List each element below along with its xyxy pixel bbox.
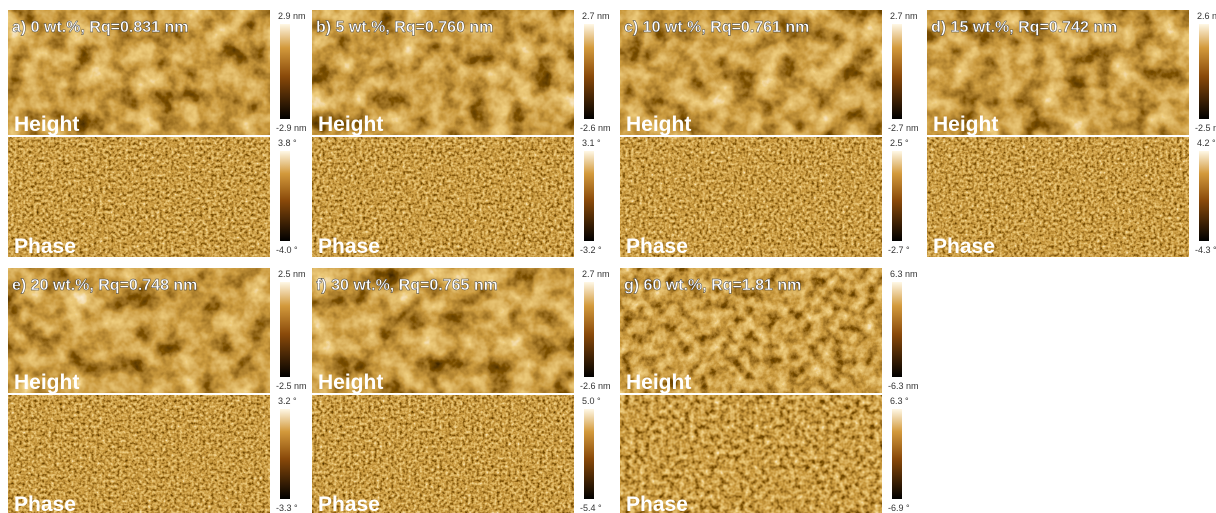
colorbar-max: 2.5 nm (278, 269, 306, 279)
panel-title: e) 20 wt.%, Rq=0.748 nm (12, 277, 197, 294)
colorbar-min: -3.2 ° (580, 245, 602, 255)
colorbar (584, 24, 594, 119)
colorbar-max: 2.9 nm (278, 11, 306, 21)
colorbar-max: 3.1 ° (582, 138, 601, 148)
colorbar-max: 2.7 nm (582, 269, 610, 279)
colorbar-max: 2.6 nm (1197, 11, 1216, 21)
colorbar-min: -2.6 nm (580, 123, 611, 133)
colorbar (280, 24, 290, 119)
panel-title: g) 60 wt.%, Rq=1.81 nm (624, 277, 801, 294)
height-label: Height (318, 371, 383, 394)
colorbar-min: -6.3 nm (888, 381, 919, 391)
colorbar (892, 24, 902, 119)
colorbar-min: -4.0 ° (276, 245, 298, 255)
colorbar-min: -2.5 nm (276, 381, 307, 391)
phase-label: Phase (14, 493, 76, 513)
panel-title: a) 0 wt.%, Rq=0.831 nm (12, 19, 189, 36)
colorbar-max: 3.2 ° (278, 396, 297, 406)
colorbar-min: -2.5 nm (1195, 123, 1216, 133)
colorbar-min: -3.3 ° (276, 503, 298, 513)
panel-title: c) 10 wt.%, Rq=0.761 nm (624, 19, 809, 36)
colorbar (892, 409, 902, 499)
colorbar (280, 409, 290, 499)
colorbar-max: 5.0 ° (582, 396, 601, 406)
colorbar (280, 282, 290, 377)
figure: a) 0 wt.%, Rq=0.831 nm Height Phase 2.9 nm -… (0, 0, 1216, 513)
colorbar-max: 6.3 ° (890, 396, 909, 406)
colorbar-max: 4.2 ° (1197, 138, 1216, 148)
height-label: Height (14, 371, 79, 394)
panel-title: f) 30 wt.%, Rq=0.765 nm (316, 277, 498, 294)
colorbar (584, 409, 594, 499)
colorbar-min: -2.9 nm (276, 123, 307, 133)
phase-label: Phase (626, 235, 688, 258)
colorbar (892, 282, 902, 377)
height-label: Height (14, 113, 79, 136)
phase-label: Phase (14, 235, 76, 258)
colorbar (584, 151, 594, 241)
colorbar-max: 2.7 nm (582, 11, 610, 21)
colorbar-max: 6.3 nm (890, 269, 918, 279)
colorbar-min: -2.7 ° (888, 245, 910, 255)
colorbar-max: 3.8 ° (278, 138, 297, 148)
height-label: Height (933, 113, 998, 136)
panel-title: d) 15 wt.%, Rq=0.742 nm (931, 19, 1117, 36)
colorbar (892, 151, 902, 241)
colorbar-min: -5.4 ° (580, 503, 602, 513)
colorbar (584, 282, 594, 377)
colorbar-max: 2.7 nm (890, 11, 918, 21)
colorbar (1199, 151, 1209, 241)
phase-label: Phase (626, 493, 688, 513)
phase-label: Phase (318, 493, 380, 513)
colorbar (280, 151, 290, 241)
height-label: Height (626, 113, 691, 136)
height-label: Height (626, 371, 691, 394)
colorbar-max: 2.5 ° (890, 138, 909, 148)
colorbar-min: -6.9 ° (888, 503, 910, 513)
panel-title: b) 5 wt.%, Rq=0.760 nm (316, 19, 493, 36)
colorbar-min: -2.7 nm (888, 123, 919, 133)
colorbar-min: -4.3 ° (1195, 245, 1216, 255)
phase-label: Phase (933, 235, 995, 258)
colorbar-min: -2.6 nm (580, 381, 611, 391)
colorbar (1199, 24, 1209, 119)
phase-label: Phase (318, 235, 380, 258)
height-label: Height (318, 113, 383, 136)
